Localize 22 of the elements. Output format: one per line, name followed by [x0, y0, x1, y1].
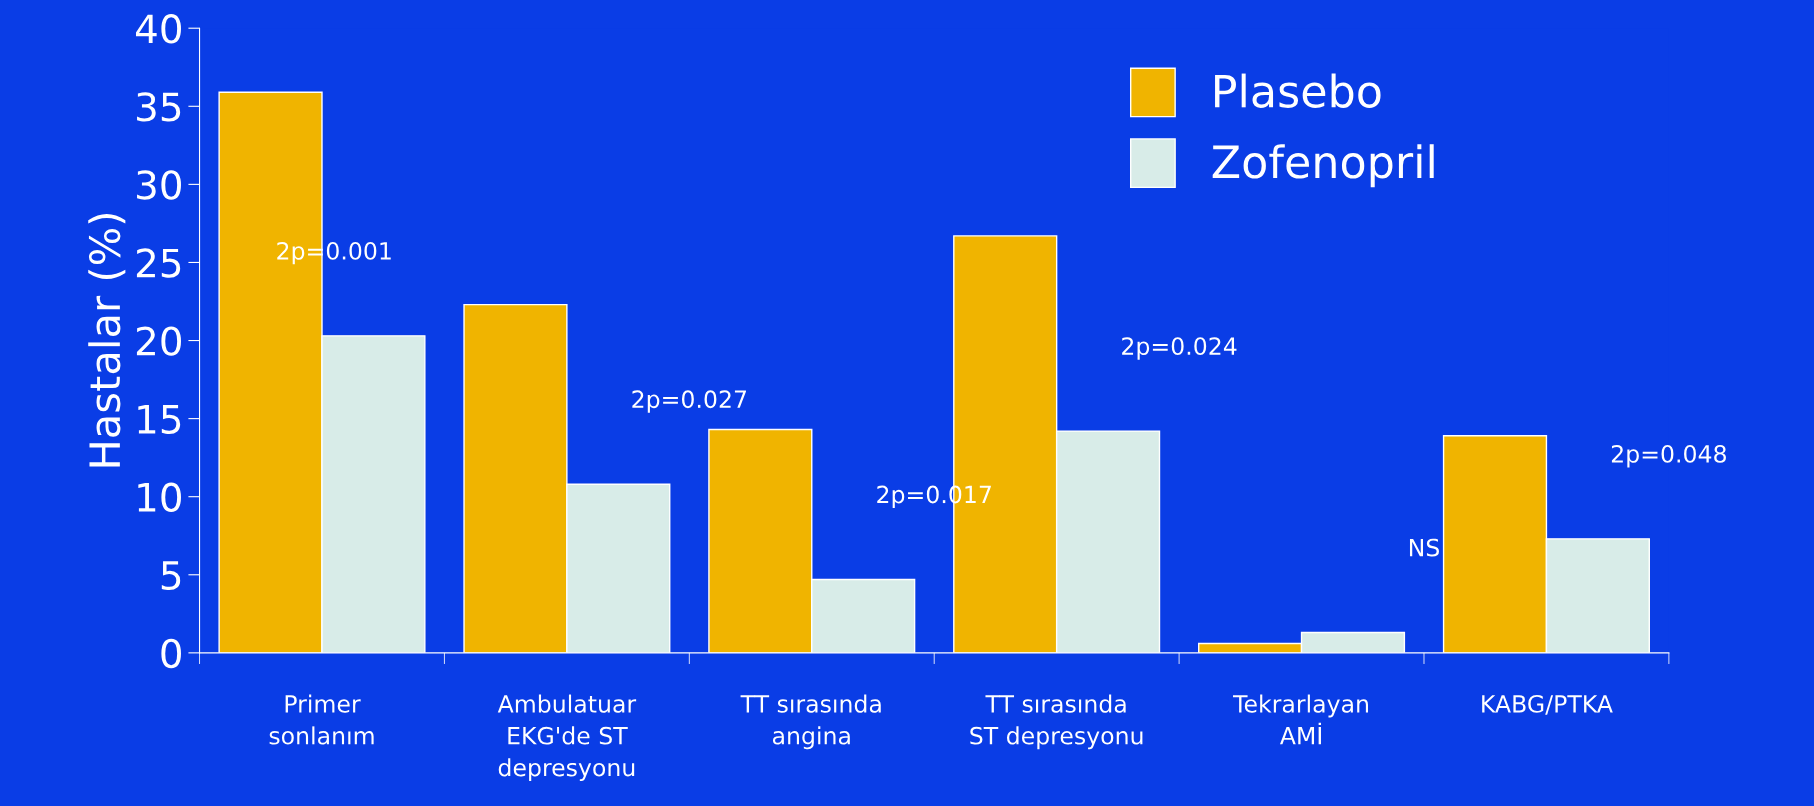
- y-tick-label: 15: [138, 405, 181, 434]
- y-tick-label: 30: [137, 170, 181, 200]
- legend-label: Plasebo: [1215, 73, 1381, 108]
- annotation: NS: [1409, 538, 1439, 557]
- legend-label: Zofenopril: [1212, 144, 1434, 188]
- y-tick-label: 0: [161, 638, 181, 669]
- x-tick-label: TT sırasında angina: [740, 694, 881, 750]
- annotation: 2p=0.024: [1122, 337, 1237, 360]
- y-axis-title: Hastalar (%): [88, 214, 126, 467]
- x-tick-label: Ambulatuar EKG'de ST depresyonu: [497, 694, 637, 782]
- x-tick-label: Primer sonlanım: [269, 694, 374, 745]
- y-tick-label: 10: [138, 482, 181, 513]
- x-tick-label: KABG/PTKA: [1482, 694, 1613, 715]
- y-tick-label: 25: [136, 248, 181, 278]
- y-tick-label: 35: [137, 92, 181, 122]
- y-tick-label: 20: [136, 326, 181, 356]
- y-tick-label: 40: [135, 14, 181, 44]
- annotation: 2p=0.027: [632, 390, 746, 413]
- x-tick-label: TT sırasında ST depresyonu: [970, 694, 1143, 750]
- y-tick-label: 5: [161, 561, 181, 591]
- annotation: 2p=0.048: [1611, 444, 1726, 468]
- x-tick-label: Tekrarlayan AMİ: [1233, 694, 1368, 745]
